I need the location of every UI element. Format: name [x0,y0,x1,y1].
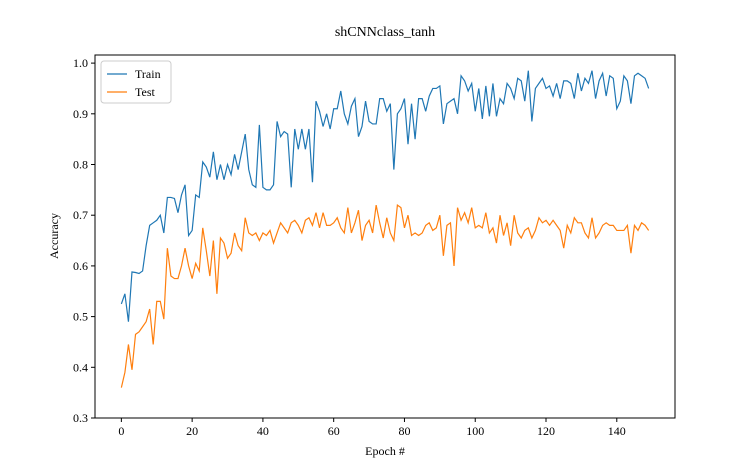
x-tick-label: 80 [398,424,410,438]
x-tick-label: 140 [608,424,626,438]
x-tick-label: 20 [186,424,198,438]
series-line [120,203,650,388]
y-tick-label: 0.9 [73,107,88,121]
chart-title: shCNNclass_tanh [335,25,435,40]
y-tick-label: 0.5 [73,310,88,324]
x-tick-label: 0 [118,424,124,438]
x-axis-label: Epoch # [365,444,405,458]
legend-label: Train [135,67,161,81]
y-tick-label: 0.7 [73,208,88,222]
y-tick-label: 0.8 [73,158,88,172]
y-tick-label: 0.4 [73,360,88,374]
y-tick-label: 0.6 [73,259,88,273]
plot-frame [94,54,676,419]
x-tick-label: 40 [257,424,269,438]
series-line [120,70,650,322]
y-tick-label: 1.0 [73,56,88,70]
legend-label: Test [135,85,155,99]
x-tick-label: 120 [537,424,555,438]
y-axis-label: Accuracy [47,213,61,259]
y-tick-label: 0.3 [73,411,88,425]
x-tick-label: 100 [466,424,484,438]
x-tick-label: 60 [328,424,340,438]
